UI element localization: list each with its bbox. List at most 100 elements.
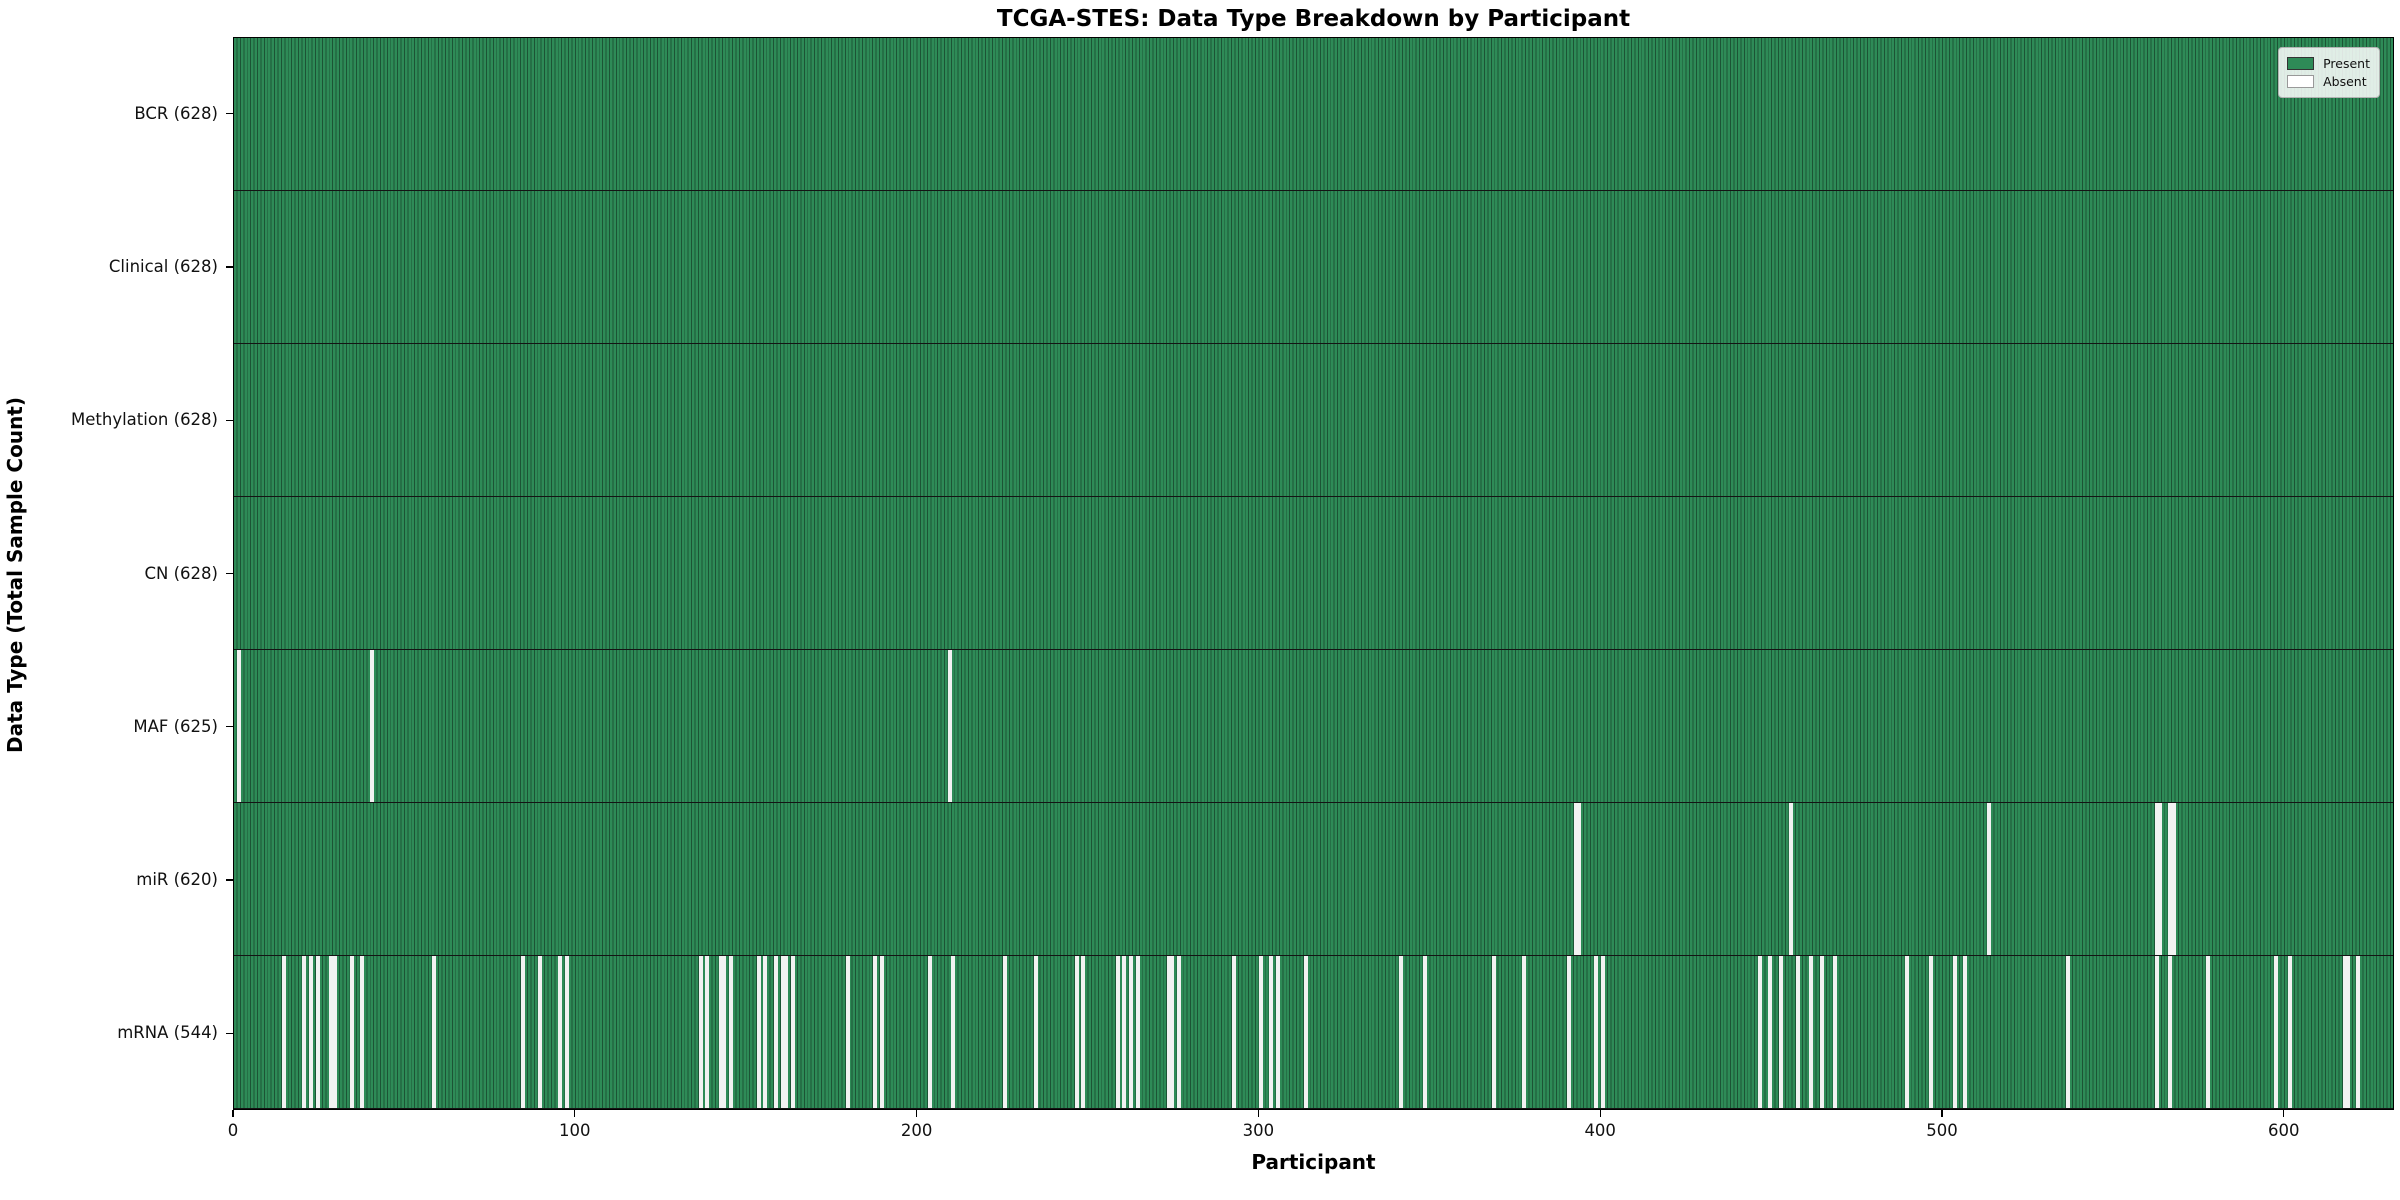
absent-stripe (845, 956, 850, 1108)
absent-stripe (2158, 803, 2163, 955)
y-tick-label-CN: CN (628) (144, 563, 218, 583)
absent-stripe (1166, 956, 1171, 1108)
absent-stripe (558, 956, 563, 1108)
absent-stripe (1758, 956, 1763, 1108)
absent-stripe (237, 650, 242, 802)
absent-stripe (2342, 956, 2347, 1108)
absent-swatch (2287, 75, 2315, 88)
absent-stripe (1819, 956, 1824, 1108)
legend-label-present: Present (2323, 56, 2370, 71)
x-tick-mark (2283, 1110, 2285, 1117)
absent-stripe (1122, 956, 1127, 1108)
row-Methylation (234, 344, 2393, 497)
absent-stripe (1269, 956, 1274, 1108)
y-tick-label-Clinical: Clinical (628) (108, 256, 218, 276)
absent-stripe (1905, 956, 1910, 1108)
absent-stripe (1522, 956, 1527, 1108)
plot-area: Present Absent (233, 37, 2394, 1110)
absent-stripe (1276, 956, 1281, 1108)
absent-stripe (2154, 956, 2159, 1108)
absent-stripe (2154, 803, 2159, 955)
absent-stripe (315, 956, 320, 1108)
x-axis-label: Participant (1251, 1150, 1376, 1174)
absent-stripe (2168, 956, 2173, 1108)
absent-stripe (1491, 956, 1496, 1108)
absent-stripe (1074, 956, 1079, 1108)
x-tick-label-500: 500 (1926, 1121, 1958, 1140)
absent-stripe (698, 956, 703, 1108)
absent-stripe (332, 956, 337, 1108)
absent-stripe (1231, 956, 1236, 1108)
absent-stripe (1987, 803, 1992, 955)
chart-title: TCGA-STES: Data Type Breakdown by Partic… (996, 6, 1631, 32)
y-tick-label-BCR: BCR (628) (134, 103, 218, 123)
absent-stripe (1115, 956, 1120, 1108)
absent-stripe (308, 956, 313, 1108)
y-tick-mark (226, 419, 233, 421)
row-MAF (234, 650, 2393, 803)
absent-stripe (520, 956, 525, 1108)
absent-stripe (1259, 956, 1264, 1108)
legend-entry-present: Present (2287, 56, 2370, 71)
absent-stripe (1788, 803, 1793, 955)
absent-stripe (729, 956, 734, 1108)
x-tick-mark (1941, 1110, 1943, 1117)
absent-stripe (705, 956, 710, 1108)
absent-stripe (1963, 956, 1968, 1108)
absent-stripe (756, 956, 761, 1108)
absent-stripe (1795, 956, 1800, 1108)
x-tick-mark (1257, 1110, 1260, 1117)
absent-stripe (1081, 956, 1086, 1108)
legend-entry-absent: Absent (2287, 74, 2370, 89)
absent-stripe (879, 956, 884, 1108)
legend-label-absent: Absent (2323, 74, 2367, 89)
absent-stripe (537, 956, 542, 1108)
absent-stripe (1833, 956, 1838, 1108)
row-Clinical (234, 191, 2393, 344)
y-tick-label-Methylation: Methylation (628) (71, 410, 218, 430)
absent-stripe (302, 956, 307, 1108)
absent-stripe (349, 956, 354, 1108)
absent-stripe (1170, 956, 1175, 1108)
y-tick-mark (226, 266, 233, 268)
absent-stripe (2205, 956, 2210, 1108)
absent-stripe (1778, 956, 1783, 1108)
x-tick-label-100: 100 (559, 1121, 591, 1140)
absent-stripe (951, 956, 956, 1108)
absent-stripe (1809, 956, 1814, 1108)
absent-stripe (1600, 956, 1605, 1108)
absent-stripe (1177, 956, 1182, 1108)
absent-stripe (1303, 956, 1308, 1108)
absent-stripe (2346, 956, 2351, 1108)
x-tick-label-400: 400 (1584, 1121, 1616, 1140)
absent-stripe (2287, 956, 2292, 1108)
absent-stripe (1399, 956, 1404, 1108)
x-tick-label-200: 200 (900, 1121, 933, 1140)
absent-stripe (1952, 956, 1957, 1108)
x-tick-label-300: 300 (1242, 1121, 1275, 1140)
absent-stripe (281, 956, 286, 1108)
absent-stripe (780, 956, 785, 1108)
row-BCR (234, 38, 2393, 191)
y-tick-label-MAF: MAF (625) (133, 716, 218, 736)
absent-stripe (1929, 956, 1934, 1108)
y-tick-label-miR: miR (620) (136, 870, 218, 890)
x-tick-label-600: 600 (2268, 1121, 2300, 1140)
row-CN (234, 497, 2393, 650)
absent-stripe (1002, 956, 1007, 1108)
y-tick-mark (226, 112, 233, 115)
absent-stripe (763, 956, 768, 1108)
absent-stripe (719, 956, 724, 1108)
absent-stripe (1033, 956, 1038, 1108)
absent-stripe (370, 650, 375, 802)
absent-stripe (565, 956, 570, 1108)
x-tick-mark (574, 1110, 576, 1117)
absent-stripe (1576, 803, 1581, 955)
absent-stripe (927, 956, 932, 1108)
absent-stripe (872, 956, 877, 1108)
absent-stripe (790, 956, 795, 1108)
absent-stripe (2274, 956, 2279, 1108)
present-swatch (2287, 57, 2315, 70)
absent-stripe (1423, 956, 1428, 1108)
